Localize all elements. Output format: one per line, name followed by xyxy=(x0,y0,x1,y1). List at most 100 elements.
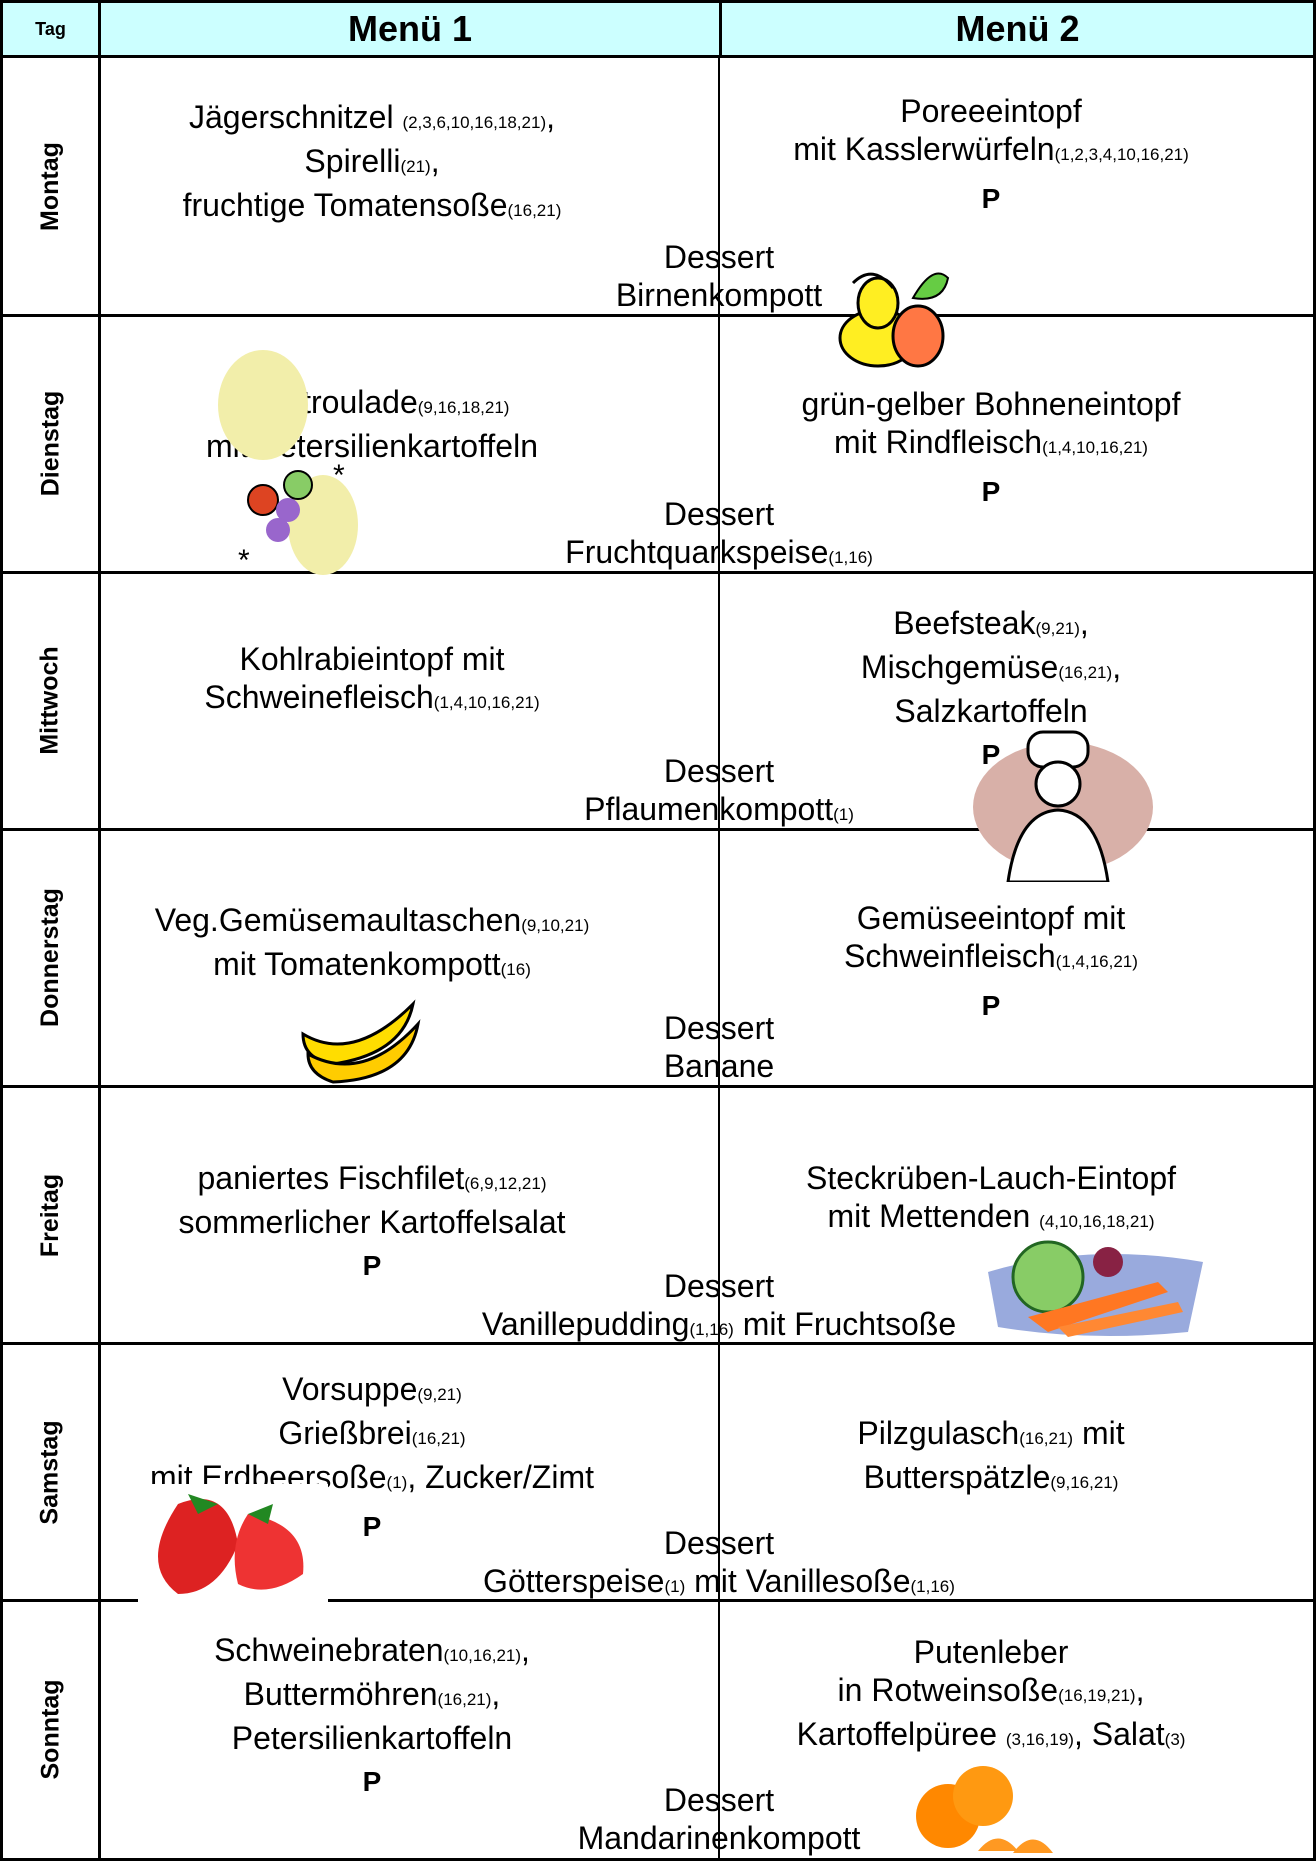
menu-line: Dessert xyxy=(369,1009,1069,1047)
clipart-shape xyxy=(266,518,290,543)
clipart-shape: * xyxy=(238,544,250,577)
dish-text: Mandarinenkompott xyxy=(577,1819,861,1856)
allergen-code: (1,4,10,16,21) xyxy=(433,693,540,713)
clipart-shape xyxy=(891,304,945,368)
dish-text: Schweinfleisch xyxy=(844,938,1056,975)
dish-text: mit xyxy=(1073,1414,1125,1451)
dish-text: , Salat xyxy=(1073,1715,1165,1752)
allergen-code: (9,10,21) xyxy=(521,916,590,936)
clipart-shape xyxy=(276,498,300,523)
dish-text: Schweinebraten xyxy=(214,1631,444,1668)
dish-text: Dessert xyxy=(663,1524,775,1561)
menu-line: Veg.Gemüsemaultaschen(9,10,21) xyxy=(72,901,672,945)
dish-text: Kohlrabieintopf mit xyxy=(239,641,505,678)
p-mark: P xyxy=(981,739,1001,771)
dessert: Dessert Banane xyxy=(369,1009,1069,1085)
allergen-code: (1) xyxy=(664,1576,686,1596)
menu-line: Salzkartoffeln xyxy=(691,692,1291,730)
clipart-shape xyxy=(851,272,895,289)
menu1-header: Menü 1 xyxy=(98,3,719,58)
dish-text: Pflaumenkompott xyxy=(584,791,834,828)
menu-divider xyxy=(718,1600,720,1858)
dish-text: Spirelli xyxy=(304,143,401,179)
menu-line: Pilzgulasch(16,21) mit xyxy=(691,1414,1291,1458)
menu-line: Vanillepudding(1,16) mit Fruchtsoße xyxy=(369,1305,1069,1349)
clipart-shape xyxy=(248,1503,273,1524)
allergen-code: (16,21) xyxy=(507,201,562,220)
day-name: Donnerstag xyxy=(36,888,64,1028)
dish-text: Schweinefleisch xyxy=(204,679,434,716)
dish-text: mit Kasslerwürfeln xyxy=(793,131,1055,167)
allergen-code: (1,4,10,16,21) xyxy=(1042,438,1148,458)
dish-text: Vorsuppe xyxy=(282,1370,418,1407)
dish-text: Steckrüben-Lauch-Eintopf xyxy=(806,1159,1176,1196)
clipart-shape xyxy=(953,1765,1013,1826)
clipart-shape xyxy=(1034,760,1082,808)
menu-divider xyxy=(718,1343,720,1601)
row-border xyxy=(3,1342,1313,1346)
menu-divider xyxy=(718,315,720,573)
menu1-dish: Krautroulade(9,16,18,21) mit Petersilienk… xyxy=(72,383,672,465)
clipart-shape xyxy=(234,1513,304,1590)
dessert: Dessert Birnenkompott xyxy=(369,238,1069,314)
dessert: Dessert Fruchtquarkspeise(1,16) xyxy=(369,495,1069,577)
menu-line: Dessert xyxy=(369,1781,1069,1819)
menu-line: Fruchtquarkspeise(1,16) xyxy=(369,533,1069,577)
menu-line: Banane xyxy=(369,1047,1069,1085)
dish-text: Götterspeise xyxy=(483,1562,665,1599)
clipart-shape xyxy=(978,1838,1018,1851)
menu-line: fruchtige Tomatensoße(16,21) xyxy=(72,186,672,230)
menu-line: Dessert xyxy=(369,752,1069,790)
dish-text: mit Rindfleisch xyxy=(834,424,1043,461)
dish-text: , xyxy=(1112,649,1122,686)
dish-text: Vanillepudding xyxy=(481,1305,690,1342)
clipart-shape xyxy=(247,484,279,517)
allergen-code: (9,16,21) xyxy=(1050,1472,1119,1492)
tag-divider xyxy=(98,829,101,1087)
menu-line: paniertes Fischfilet(6,9,12,21) xyxy=(72,1159,672,1203)
dish-text: Mischgemüse xyxy=(860,649,1059,686)
dish-text: mit Vanillesoße xyxy=(685,1562,911,1599)
menu-line: Putenleber xyxy=(691,1633,1291,1671)
dish-text: in Rotweinsoße xyxy=(837,1671,1059,1708)
menu-divider xyxy=(718,58,720,316)
dish-text: grün-gelber Bohneneintopf xyxy=(801,386,1181,423)
dish-text: Banane xyxy=(663,1048,775,1085)
menu-line: Kartoffelpüree (3,16,19), Salat(3) xyxy=(691,1715,1291,1759)
clipart-shape: * xyxy=(333,459,345,492)
dish-text: Dessert xyxy=(663,239,775,275)
p-mark: P xyxy=(981,476,1001,508)
clipart-shape xyxy=(856,276,900,330)
dish-text: Jägerschnitzel xyxy=(189,99,403,135)
allergen-code: (16,21) xyxy=(1019,1428,1074,1448)
menu-line: Buttermöhren(16,21), xyxy=(72,1675,672,1719)
tag-divider xyxy=(98,1600,101,1858)
row-border xyxy=(3,1599,1313,1603)
row-border xyxy=(3,570,1313,574)
allergen-code: (10,16,21) xyxy=(443,1645,522,1665)
menu-line: Dessert xyxy=(369,1267,1069,1305)
menu-line: Steckrüben-Lauch-Eintopf xyxy=(691,1159,1291,1197)
p-mark: P xyxy=(362,1249,382,1281)
dessert: Dessert Pflaumenkompott(1) xyxy=(369,752,1069,834)
menu2-dish: Pilzgulasch(16,21) mit Butterspätzle(9,16… xyxy=(691,1414,1291,1502)
menu-line: Butterspätzle(9,16,21) xyxy=(691,1458,1291,1502)
allergen-code: (1,4,16,21) xyxy=(1055,952,1138,972)
dish-text: sommerlicher Kartoffelsalat xyxy=(178,1203,566,1240)
clipart-shape xyxy=(1093,1246,1123,1277)
menu2-dish: grün-gelber Bohneneintopf mit Rindfleisch… xyxy=(691,385,1291,511)
allergen-code: (1,16) xyxy=(828,548,873,568)
menu-line: Schweinfleisch(1,4,16,21) xyxy=(691,937,1291,981)
menu-line: Mischgemüse(16,21), xyxy=(691,648,1291,692)
menu-line: Krautroulade(9,16,18,21) xyxy=(72,383,672,427)
day-name: Montag xyxy=(36,142,64,231)
allergen-code: (1,16) xyxy=(689,1319,734,1339)
dish-text: Grießbrei xyxy=(278,1414,412,1451)
tag-header: Tag xyxy=(3,3,98,58)
dish-text: Veg.Gemüsemaultaschen xyxy=(154,902,522,939)
dish-text: Fruchtquarkspeise xyxy=(565,534,829,571)
dish-text: Buttermöhren xyxy=(243,1675,438,1712)
menu-line: Beefsteak(9,21), xyxy=(691,604,1291,648)
clipart-shape xyxy=(283,470,313,501)
